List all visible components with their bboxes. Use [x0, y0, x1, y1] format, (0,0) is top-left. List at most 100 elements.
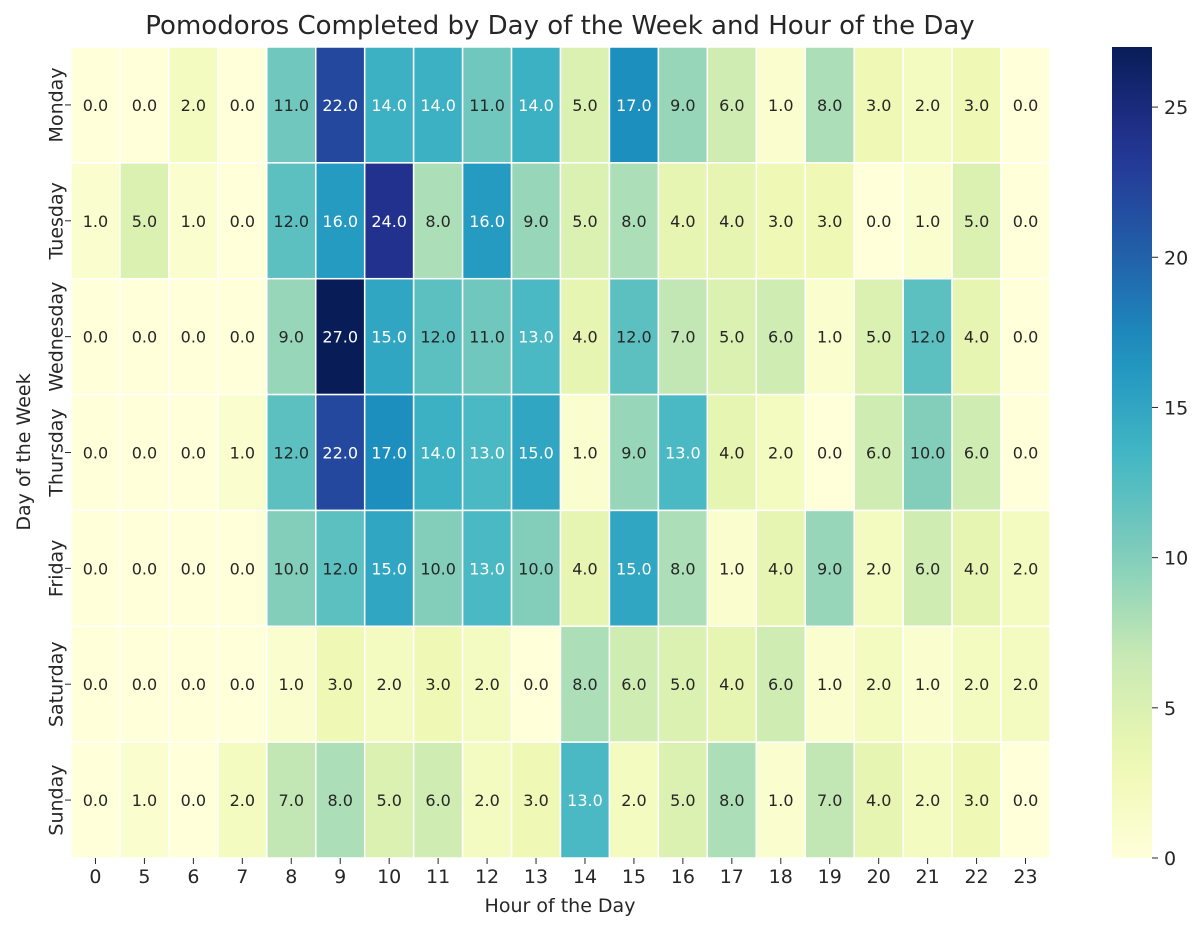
cell-value-label: 0.0 — [1013, 96, 1038, 115]
heatmap-cell — [412, 509, 464, 628]
cell-value-label: 1.0 — [817, 675, 842, 694]
cell-value-label: 2.0 — [1013, 675, 1038, 694]
heatmap-cell — [853, 509, 904, 628]
heatmap-cell — [804, 162, 855, 280]
cell-value-label: 14.0 — [420, 96, 456, 115]
heatmap-cell — [168, 46, 219, 164]
heatmap-cell — [461, 277, 513, 396]
cell-value-label: 0.0 — [230, 96, 255, 115]
x-tick-label: 15 — [622, 866, 646, 888]
cell-value-label: 27.0 — [322, 328, 358, 347]
cell-value-label: 24.0 — [371, 212, 407, 231]
heatmap-cell — [608, 625, 660, 743]
cell-value-label: 2.0 — [964, 675, 989, 694]
cell-value-label: 15.0 — [616, 559, 652, 578]
cell-value-label: 3.0 — [327, 675, 352, 694]
x-tick-label: 23 — [1013, 866, 1037, 888]
x-tick-label: 0 — [89, 866, 101, 888]
cell-value-label: 0.0 — [132, 328, 157, 347]
x-tick-label: 6 — [187, 866, 199, 888]
heatmap-cell — [608, 741, 660, 859]
cell-value-label: 8.0 — [719, 791, 744, 810]
heatmap-cell — [363, 741, 415, 859]
heatmap-cell — [266, 625, 317, 743]
heatmap-cell — [412, 46, 464, 164]
cell-value-label: 4.0 — [572, 559, 597, 578]
heatmap-cell — [706, 741, 758, 859]
cell-value-label: 1.0 — [230, 444, 255, 463]
cell-value-label: 12.0 — [910, 328, 946, 347]
cell-value-label: 1.0 — [719, 559, 744, 578]
cell-value-label: 3.0 — [768, 212, 793, 231]
heatmap-cell — [755, 277, 806, 396]
x-tick-label: 18 — [769, 866, 793, 888]
cell-value-label: 2.0 — [915, 791, 940, 810]
cell-value-label: 2.0 — [1013, 559, 1038, 578]
cell-value-label: 0.0 — [83, 791, 108, 810]
cell-value-label: 0.0 — [83, 96, 108, 115]
cell-value-label: 6.0 — [768, 328, 793, 347]
cell-value-label: 12.0 — [616, 328, 652, 347]
cell-value-label: 12.0 — [273, 212, 309, 231]
y-tick-label: Tuesday — [46, 182, 68, 260]
cell-value-label: 12.0 — [322, 559, 358, 578]
heatmap-cell — [461, 509, 513, 628]
cell-value-label: 14.0 — [518, 96, 554, 115]
heatmap-cell — [657, 625, 709, 743]
x-tick-label: 16 — [671, 866, 695, 888]
heatmap-cell — [804, 277, 855, 396]
heatmap-cell — [363, 393, 415, 512]
cell-value-label: 0.0 — [1013, 212, 1038, 231]
cell-value-label: 0.0 — [230, 328, 255, 347]
y-tick-label: Sunday — [46, 765, 68, 836]
cell-value-label: 6.0 — [621, 675, 646, 694]
heatmap-cell — [412, 277, 464, 396]
heatmap-cell — [363, 625, 415, 743]
heatmap-cell — [510, 277, 562, 396]
x-tick-label: 22 — [964, 866, 988, 888]
heatmap-cell — [559, 277, 611, 396]
heatmap-cell — [902, 509, 953, 628]
heatmap-cell — [168, 625, 219, 743]
cell-value-label: 6.0 — [719, 96, 744, 115]
heatmap-cell — [902, 741, 953, 859]
heatmap-cell — [902, 625, 953, 743]
cell-value-label: 11.0 — [273, 96, 309, 115]
cell-value-label: 12.0 — [420, 328, 456, 347]
heatmap-cell — [315, 46, 366, 164]
heatmap-cell — [168, 277, 219, 396]
cell-value-label: 4.0 — [719, 444, 744, 463]
cell-value-label: 3.0 — [866, 96, 891, 115]
heatmap-cell — [804, 46, 855, 164]
cell-value-label: 1.0 — [83, 212, 108, 231]
cell-value-label: 9.0 — [670, 96, 695, 115]
cell-value-label: 3.0 — [425, 675, 450, 694]
heatmap-cell — [119, 509, 170, 628]
cell-value-label: 5.0 — [132, 212, 157, 231]
cell-value-label: 2.0 — [376, 675, 401, 694]
heatmap-cell — [951, 162, 1002, 280]
heatmap-cell — [755, 509, 806, 628]
cell-value-label: 3.0 — [817, 212, 842, 231]
cell-value-label: 15.0 — [371, 559, 407, 578]
heatmap-cell — [657, 393, 709, 512]
cell-value-label: 8.0 — [817, 96, 842, 115]
heatmap-cell — [168, 162, 219, 280]
heatmap-cell — [608, 393, 660, 512]
cell-value-label: 10.0 — [420, 559, 456, 578]
x-tick-label: 19 — [818, 866, 842, 888]
cell-value-label: 0.0 — [230, 212, 255, 231]
cell-value-label: 7.0 — [279, 791, 304, 810]
heatmap-cell — [706, 277, 758, 396]
cell-value-label: 0.0 — [132, 559, 157, 578]
cell-value-label: 2.0 — [474, 675, 499, 694]
cell-value-label: 4.0 — [964, 559, 989, 578]
cell-value-label: 0.0 — [181, 444, 206, 463]
cell-value-label: 2.0 — [474, 791, 499, 810]
cell-value-label: 0.0 — [866, 212, 891, 231]
cell-value-label: 8.0 — [670, 559, 695, 578]
heatmap-cell — [412, 393, 464, 512]
cell-value-label: 0.0 — [83, 444, 108, 463]
heatmap-cell — [217, 509, 268, 628]
cell-value-label: 15.0 — [518, 444, 554, 463]
